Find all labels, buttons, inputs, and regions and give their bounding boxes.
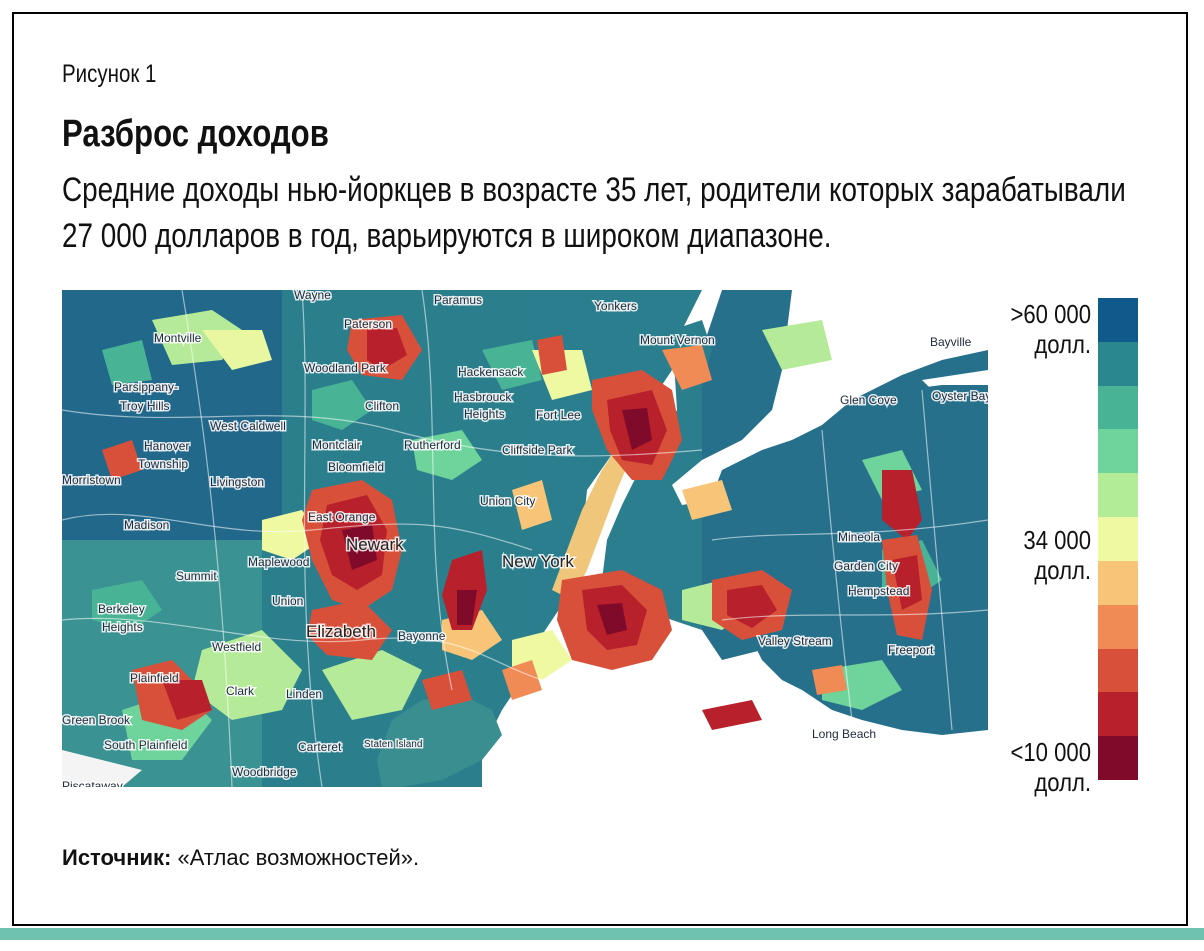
figure-label: Рисунок 1 bbox=[62, 60, 157, 88]
place-label: Township bbox=[138, 457, 188, 471]
place-label: Hanover bbox=[144, 439, 189, 453]
place-label: Paterson bbox=[344, 317, 392, 331]
place-label: Linden bbox=[286, 687, 322, 701]
income-map: Wayne Paramus Yonkers Paterson Montville… bbox=[62, 290, 988, 787]
source-note: Источник: «Атлас возможностей». bbox=[62, 845, 419, 871]
place-label: Troy Hills bbox=[120, 399, 170, 413]
legend-swatch bbox=[1098, 560, 1138, 605]
place-label: Heights bbox=[102, 620, 143, 634]
legend-swatch bbox=[1098, 429, 1138, 474]
place-labels: Wayne Paramus Yonkers Paterson Montville… bbox=[62, 290, 988, 787]
place-label: Bloomfield bbox=[328, 460, 384, 474]
place-label: Union bbox=[272, 594, 303, 608]
place-label: Berkeley bbox=[98, 602, 145, 616]
place-label: Hackensack bbox=[458, 365, 524, 379]
place-label: Elizabeth bbox=[306, 622, 376, 641]
place-label: Garden City bbox=[834, 559, 898, 573]
legend-top-unit: долл. bbox=[1034, 329, 1091, 359]
map-svg: Wayne Paramus Yonkers Paterson Montville… bbox=[62, 290, 988, 787]
legend-bottom-unit: долл. bbox=[1034, 767, 1091, 797]
legend-mid-value: 34 000 bbox=[1023, 525, 1091, 555]
place-label: Bayville bbox=[930, 335, 972, 349]
place-label: Livingston bbox=[210, 475, 264, 489]
legend-swatch bbox=[1098, 692, 1138, 737]
place-label: Oyster Bay bbox=[932, 389, 988, 403]
figure-title: Разброс доходов bbox=[62, 113, 329, 155]
place-label: Green Brook bbox=[62, 713, 131, 727]
legend-mid-label: 34 000 долл. bbox=[989, 525, 1091, 585]
place-label: Wayne bbox=[294, 290, 331, 302]
place-label: East Orange bbox=[308, 510, 376, 524]
place-label: Fort Lee bbox=[536, 408, 581, 422]
place-label: Hasbrouck bbox=[454, 390, 512, 404]
bottom-accent-bar bbox=[0, 928, 1204, 940]
place-label: Union City bbox=[480, 494, 535, 508]
place-label: Freeport bbox=[888, 643, 934, 657]
place-label: Valley Stream bbox=[758, 634, 832, 648]
source-label: Источник: bbox=[62, 845, 172, 870]
place-label: Summit bbox=[176, 569, 217, 583]
legend-color-bar bbox=[1098, 298, 1138, 781]
place-label: Westfield bbox=[212, 640, 261, 654]
legend-swatch bbox=[1098, 736, 1138, 781]
legend-swatch bbox=[1098, 341, 1138, 386]
place-label: Hempstead bbox=[848, 584, 909, 598]
place-label: Mount Vernon bbox=[640, 333, 715, 347]
place-label: Montville bbox=[154, 331, 202, 345]
place-label: Rutherford bbox=[404, 438, 461, 452]
place-label: Staten Island bbox=[364, 739, 422, 750]
place-label: Parsippany- bbox=[114, 380, 178, 394]
place-label: Mineola bbox=[838, 530, 880, 544]
place-label: Long Beach bbox=[812, 727, 876, 741]
place-label: Woodland Park bbox=[304, 361, 387, 375]
place-label: Woodbridge bbox=[232, 765, 297, 779]
place-label: Newark bbox=[346, 535, 404, 554]
figure-subtitle: Средние доходы нью-йоркцев в возрасте 35… bbox=[62, 171, 1126, 255]
place-label: Piscataway bbox=[62, 779, 123, 787]
source-text: «Атлас возможностей». bbox=[171, 845, 420, 870]
place-label: Morristown bbox=[62, 473, 121, 487]
legend-swatch bbox=[1098, 298, 1138, 342]
place-label: South Plainfield bbox=[104, 738, 187, 752]
place-label: Glen Cove bbox=[840, 393, 897, 407]
legend-swatch bbox=[1098, 385, 1138, 430]
legend-mid-unit: долл. bbox=[1034, 555, 1091, 585]
place-label: Bayonne bbox=[398, 629, 446, 643]
legend-top-value: >60 000 bbox=[1010, 299, 1091, 329]
place-label: Plainfield bbox=[130, 671, 179, 685]
legend-swatch bbox=[1098, 517, 1138, 562]
place-label: Cliffside Park bbox=[502, 443, 573, 457]
place-label: Madison bbox=[124, 518, 169, 532]
legend-swatch bbox=[1098, 473, 1138, 518]
place-label: West Caldwell bbox=[210, 419, 286, 433]
place-label: Heights bbox=[464, 407, 505, 421]
place-label: Paramus bbox=[434, 293, 482, 307]
place-label: Clifton bbox=[365, 399, 399, 413]
place-label: Maplewood bbox=[248, 555, 309, 569]
legend-bottom-value: <10 000 bbox=[1010, 737, 1091, 767]
legend-bottom-label: <10 000 долл. bbox=[989, 737, 1091, 797]
place-label: Montclair bbox=[312, 438, 361, 452]
legend-swatch bbox=[1098, 604, 1138, 649]
place-label: Clark bbox=[226, 684, 255, 698]
legend-swatch bbox=[1098, 648, 1138, 693]
place-label: New York bbox=[502, 552, 574, 571]
place-label: Carteret bbox=[298, 740, 342, 754]
legend-top-label: >60 000 долл. bbox=[989, 299, 1091, 359]
place-label: Yonkers bbox=[594, 299, 637, 313]
